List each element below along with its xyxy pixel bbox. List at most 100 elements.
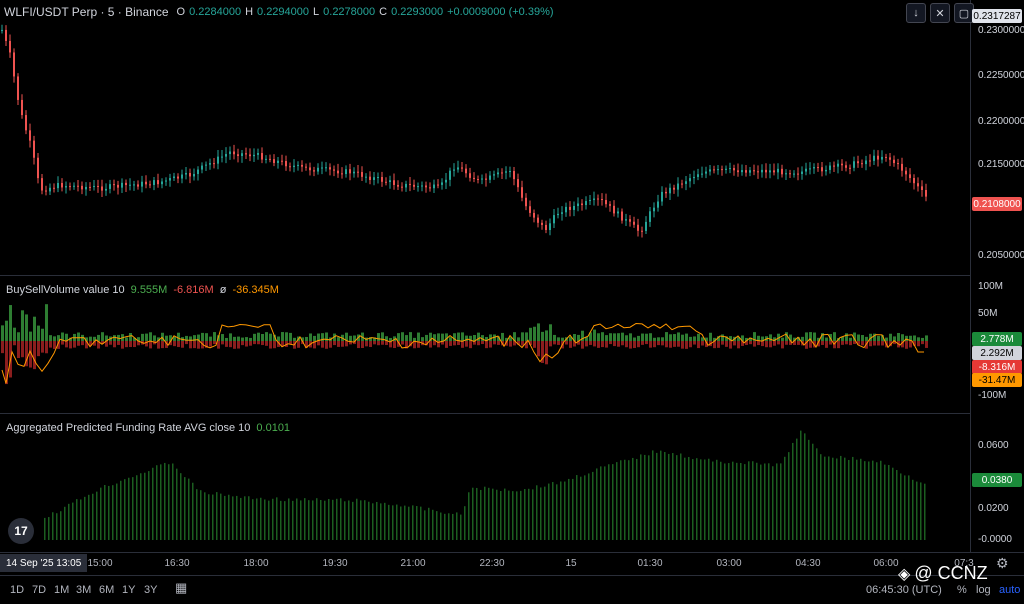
funding-bar: [404, 505, 406, 540]
log-toggle[interactable]: log: [976, 584, 991, 596]
range-button-1d[interactable]: 1D: [10, 584, 25, 596]
price-candle: [217, 156, 219, 164]
gear-icon[interactable]: ⚙: [996, 555, 1009, 571]
maximize-icon[interactable]: ▢: [954, 3, 974, 23]
volume-sell-bar: [109, 341, 112, 345]
funding-bar: [620, 460, 622, 540]
price-candle: [517, 179, 519, 188]
funding-bar: [868, 461, 870, 540]
ohlc-change-value: +0.0009000 (+0.39%): [447, 6, 554, 18]
volume-buy-bar: [641, 333, 644, 341]
close-icon[interactable]: ✕: [930, 3, 950, 23]
volume-sell-bar: [129, 341, 132, 348]
volume-buy-bar: [645, 333, 648, 341]
volume-buy-bar: [389, 337, 392, 341]
volume-sell-bar: [229, 341, 232, 348]
volume-sell-bar: [385, 341, 388, 346]
utc-clock[interactable]: 06:45:30 (UTC): [866, 584, 942, 596]
price-candle: [801, 171, 803, 175]
funding-indicator-name[interactable]: Aggregated Predicted Funding Rate AVG cl…: [6, 422, 251, 434]
volume-buy-bar: [353, 335, 356, 341]
chart-canvas[interactable]: [0, 0, 970, 552]
volume-buy-bar: [501, 332, 504, 341]
price-candle: [725, 168, 727, 170]
price-candle: [649, 211, 651, 222]
volume-buy-bar: [905, 335, 908, 341]
range-button-1y[interactable]: 1Y: [122, 584, 136, 596]
funding-bar: [60, 511, 62, 540]
funding-bar: [528, 488, 530, 540]
pane-divider[interactable]: [0, 413, 970, 414]
volume-sell-bar: [685, 341, 688, 349]
chart-area[interactable]: [0, 0, 1024, 552]
funding-bar: [536, 485, 538, 540]
volume-indicator-name[interactable]: BuySellVolume value 10: [6, 284, 125, 296]
time-tick: 07:3: [954, 558, 974, 569]
volume-buy-bar: [473, 334, 476, 341]
funding-bar: [736, 462, 738, 540]
volume-sell-bar: [169, 341, 172, 346]
percent-toggle[interactable]: %: [957, 584, 967, 596]
funding-bar: [572, 478, 574, 540]
volume-buy-bar: [821, 333, 824, 341]
price-scale-divider: [970, 0, 971, 552]
funding-bar: [64, 506, 66, 540]
volume-sell-bar: [213, 341, 216, 345]
price-candle: [781, 168, 783, 175]
funding-bar: [228, 494, 230, 540]
range-button-7d[interactable]: 7D: [32, 584, 47, 596]
pane-divider[interactable]: [0, 275, 970, 276]
price-candle: [349, 169, 351, 174]
range-button-1m[interactable]: 1M: [54, 584, 70, 596]
volume-sell-bar: [717, 341, 720, 348]
volume-sell-bar: [789, 341, 792, 345]
volume-buy-bar: [653, 337, 656, 341]
volume-sell-bar: [781, 341, 784, 349]
volume-sell-bar: [489, 341, 492, 348]
funding-bar: [700, 459, 702, 540]
price-candle: [309, 167, 311, 171]
funding-bar: [88, 494, 90, 540]
pane-controls: ↓ ✕ ▢: [906, 3, 974, 23]
volume-sell-bar: [225, 341, 228, 347]
funding-bar: [724, 463, 726, 540]
volume-sell-bar: [889, 341, 892, 347]
volume-sell-bar: [441, 341, 444, 345]
watermark: ◈ @ CCNZ: [898, 563, 988, 584]
time-axis[interactable]: 15:00 16:30 18:00 19:30 21:00 22:30 15 0…: [0, 552, 1024, 575]
price-candle: [305, 166, 307, 168]
price-candle: [537, 217, 539, 223]
price-candle: [557, 213, 559, 216]
tradingview-logo-icon[interactable]: 17: [8, 518, 34, 544]
range-button-6m[interactable]: 6M: [99, 584, 115, 596]
price-candle: [913, 178, 915, 184]
funding-bar: [872, 460, 874, 540]
volume-sell-bar: [589, 341, 592, 345]
funding-bar: [244, 496, 246, 540]
funding-bar: [772, 466, 774, 540]
range-button-3m[interactable]: 3M: [76, 584, 92, 596]
range-button-3y[interactable]: 3Y: [144, 584, 158, 596]
arrow-down-icon[interactable]: ↓: [906, 3, 926, 23]
volume-sell-bar: [381, 341, 384, 345]
ohlc-low-key: L: [313, 6, 320, 18]
funding-bar: [848, 459, 850, 540]
funding-bar: [120, 480, 122, 540]
symbol-title[interactable]: WLFI/USDT Perp · 5 · Binance: [4, 5, 169, 19]
calendar-goto-icon[interactable]: ▦: [175, 580, 188, 595]
volume-buy-bar: [213, 332, 216, 341]
volume-buy-bar: [237, 336, 240, 341]
volume-sell-bar: [401, 341, 404, 345]
volume-sell-bar: [437, 341, 440, 348]
volume-buy-bar: [205, 333, 208, 341]
price-candle: [589, 200, 591, 202]
price-candle: [17, 76, 19, 100]
price-candle: [489, 175, 491, 180]
funding-bar: [240, 497, 242, 540]
volume-sell-bar: [769, 341, 772, 348]
funding-bar: [212, 494, 214, 540]
auto-toggle[interactable]: auto: [999, 584, 1021, 596]
volume-buy-bar: [309, 333, 312, 341]
volume-buy-bar: [409, 332, 412, 341]
funding-bar: [796, 438, 798, 540]
